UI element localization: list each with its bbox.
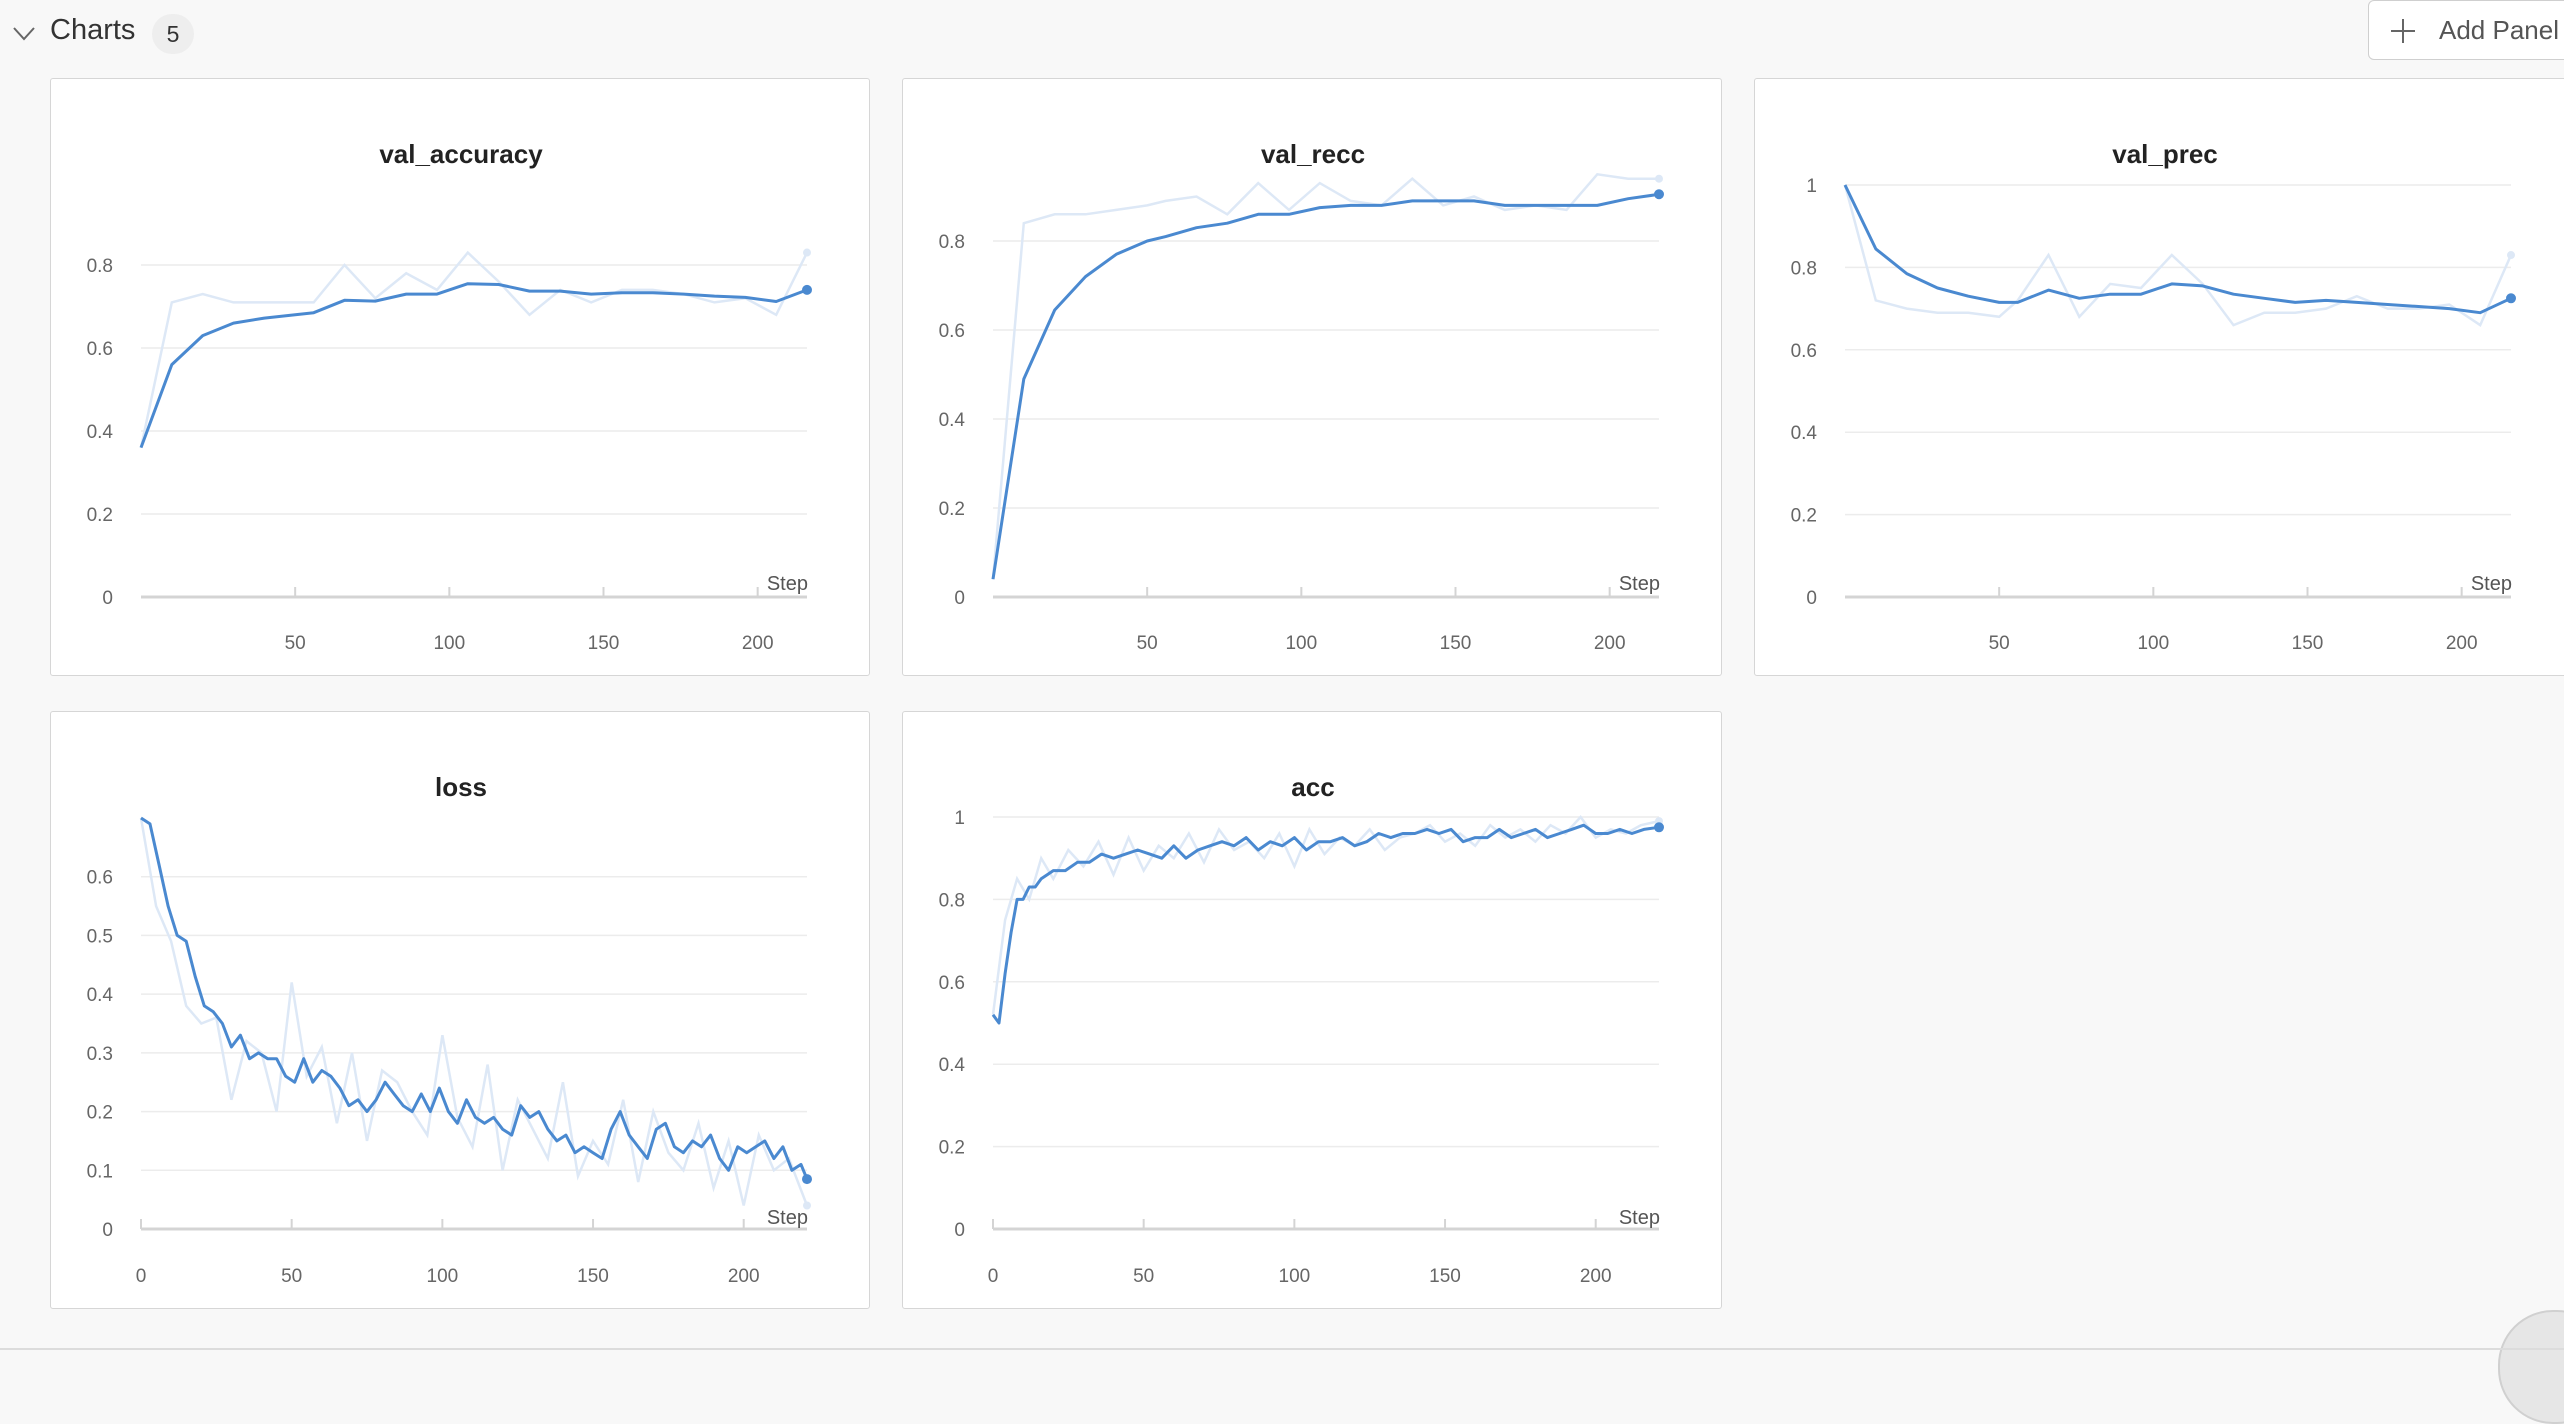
y-tick-label: 0.2 bbox=[87, 1103, 113, 1124]
x-axis-label: Step bbox=[2471, 573, 2512, 595]
y-tick-label: 0.6 bbox=[87, 339, 113, 360]
y-tick-label: 0.2 bbox=[939, 499, 965, 520]
x-tick-label: 100 bbox=[433, 633, 465, 654]
x-tick-label: 100 bbox=[2137, 633, 2169, 654]
series-line-smoothed bbox=[991, 192, 1660, 580]
y-tick-label: 0.2 bbox=[1791, 506, 1817, 527]
x-tick-label: 150 bbox=[1429, 1266, 1461, 1287]
series-line-smoothed bbox=[140, 816, 809, 1180]
y-tick-label: 0.4 bbox=[939, 410, 966, 431]
smoothed-end-point bbox=[1654, 822, 1664, 833]
series-line-raw bbox=[139, 250, 809, 448]
chart-title: acc bbox=[1291, 772, 1334, 802]
chart-title: loss bbox=[435, 772, 487, 802]
series-line-raw bbox=[139, 817, 809, 1206]
y-tick-label: 0.2 bbox=[87, 505, 113, 526]
x-tick-label: 0 bbox=[136, 1266, 147, 1287]
chart-panel-acc[interactable]: acc 0 0.2 0.4 0.6 0.8 1 0 50 100 150 200 Step bbox=[902, 711, 1722, 1309]
x-tick-label: 100 bbox=[1285, 633, 1317, 654]
smoothed-end-point bbox=[1654, 189, 1664, 200]
x-tick-label: 150 bbox=[2292, 633, 2324, 654]
x-axis-label: Step bbox=[767, 573, 808, 595]
x-tick-label: 50 bbox=[285, 633, 306, 654]
x-tick-label: 50 bbox=[281, 1266, 302, 1287]
chart-panel-loss[interactable]: loss 0 0.1 0.2 0.3 0.4 0.5 0.6 0 50 100 150 200 Step bbox=[50, 711, 870, 1309]
x-tick-label: 200 bbox=[728, 1266, 760, 1287]
panel-count-badge: 5 bbox=[152, 14, 194, 54]
y-tick-label: 0 bbox=[954, 1220, 965, 1241]
x-axis-label: Step bbox=[767, 1207, 808, 1229]
y-tick-label: 0 bbox=[954, 588, 965, 609]
x-tick-label: 150 bbox=[588, 633, 620, 654]
x-tick-label: 150 bbox=[577, 1266, 609, 1287]
y-tick-label: 0.8 bbox=[939, 232, 965, 253]
add-panel-button[interactable]: Add Panel bbox=[2368, 0, 2564, 60]
y-tick-label: 0.4 bbox=[939, 1055, 966, 1076]
x-tick-label: 100 bbox=[427, 1266, 459, 1287]
line-chart: loss 0 0.1 0.2 0.3 0.4 0.5 0.6 0 50 100 150 200 Step bbox=[87, 772, 812, 1287]
x-tick-label: 50 bbox=[1989, 633, 2010, 654]
y-tick-label: 0.4 bbox=[1791, 423, 1818, 444]
help-button[interactable] bbox=[2498, 1310, 2564, 1424]
y-tick-label: 1 bbox=[954, 808, 965, 829]
add-panel-label: Add Panel bbox=[2439, 15, 2559, 45]
chevron-down-icon[interactable] bbox=[12, 24, 36, 44]
y-tick-label: 0.8 bbox=[939, 890, 965, 911]
section-title: Charts bbox=[50, 14, 136, 46]
x-tick-label: 200 bbox=[1580, 1266, 1612, 1287]
y-tick-label: 0 bbox=[102, 1220, 113, 1241]
x-tick-label: 50 bbox=[1133, 1266, 1154, 1287]
charts-section-header: Charts 5 Add Panel bbox=[0, 0, 2564, 66]
y-tick-label: 0.6 bbox=[939, 973, 965, 994]
raw-end-point bbox=[803, 248, 811, 257]
x-tick-label: 200 bbox=[742, 633, 774, 654]
raw-end-point bbox=[1655, 174, 1663, 183]
x-tick-label: 0 bbox=[988, 1266, 999, 1287]
line-chart: val_accuracy 0 0.2 0.4 0.6 0.8 50 100 150 200 Step bbox=[87, 139, 812, 654]
series-line-raw bbox=[1843, 184, 2513, 327]
chart-title: val_accuracy bbox=[379, 139, 543, 169]
smoothed-end-point bbox=[802, 1174, 812, 1185]
x-tick-label: 100 bbox=[1279, 1266, 1311, 1287]
series-line-raw bbox=[991, 815, 1660, 1015]
chart-panel-val-prec[interactable]: val_prec 0 0.2 0.4 0.6 0.8 1 50 100 150 200 Step bbox=[1754, 78, 2564, 676]
y-tick-label: 1 bbox=[1806, 176, 1817, 197]
raw-end-point bbox=[803, 1201, 811, 1210]
series-line-raw bbox=[991, 172, 1659, 580]
y-tick-label: 0.6 bbox=[1791, 341, 1817, 362]
y-tick-label: 0.6 bbox=[939, 321, 965, 342]
x-tick-label: 50 bbox=[1137, 633, 1158, 654]
plus-icon bbox=[2391, 19, 2415, 43]
line-chart: acc 0 0.2 0.4 0.6 0.8 1 0 50 100 150 200 Step bbox=[939, 772, 1664, 1287]
y-tick-label: 0.4 bbox=[87, 985, 114, 1006]
y-tick-label: 0.5 bbox=[87, 926, 113, 947]
series-line-smoothed bbox=[139, 282, 808, 449]
y-tick-label: 0.1 bbox=[87, 1161, 113, 1182]
y-tick-label: 0.2 bbox=[939, 1138, 965, 1159]
y-tick-label: 0.6 bbox=[87, 868, 113, 889]
chart-title: val_prec bbox=[2112, 139, 2218, 169]
chart-panel-val-accuracy[interactable]: val_accuracy 0 0.2 0.4 0.6 0.8 50 100 150 200 Step bbox=[50, 78, 870, 676]
divider bbox=[0, 1348, 2564, 1350]
y-tick-label: 0 bbox=[102, 588, 113, 609]
smoothed-end-point bbox=[802, 284, 812, 295]
x-tick-label: 200 bbox=[2446, 633, 2478, 654]
series-line-smoothed bbox=[991, 823, 1660, 1025]
x-tick-label: 200 bbox=[1594, 633, 1626, 654]
x-axis-label: Step bbox=[1619, 1207, 1660, 1229]
smoothed-end-point bbox=[2506, 293, 2516, 304]
raw-end-point bbox=[2507, 251, 2515, 260]
y-tick-label: 0.4 bbox=[87, 422, 114, 443]
y-tick-label: 0.3 bbox=[87, 1044, 113, 1065]
x-tick-label: 150 bbox=[1440, 633, 1472, 654]
y-tick-label: 0 bbox=[1806, 588, 1817, 609]
y-tick-label: 0.8 bbox=[87, 256, 113, 277]
y-tick-label: 0.8 bbox=[1791, 258, 1817, 279]
line-chart: val_recc 0 0.2 0.4 0.6 0.8 50 100 150 200 Step bbox=[939, 139, 1664, 654]
x-axis-label: Step bbox=[1619, 573, 1660, 595]
series-line-smoothed bbox=[1843, 184, 2512, 315]
chart-panel-val-recc[interactable]: val_recc 0 0.2 0.4 0.6 0.8 50 100 150 200 Step bbox=[902, 78, 1722, 676]
chart-title: val_recc bbox=[1261, 139, 1365, 169]
